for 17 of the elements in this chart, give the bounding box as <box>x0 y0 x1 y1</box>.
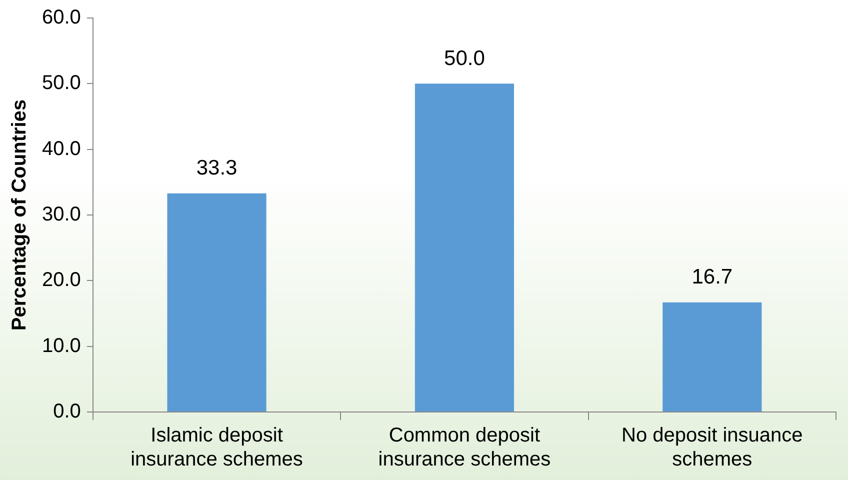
bar <box>414 84 514 412</box>
bar <box>662 302 762 412</box>
x-tick-label: Islamic deposit insurance schemes <box>130 424 303 471</box>
y-tick-label: 30.0 <box>42 204 81 226</box>
data-label: 33.3 <box>196 156 238 180</box>
y-tick-label: 50.0 <box>42 72 81 94</box>
data-label: 50.0 <box>444 46 485 70</box>
y-axis-title: Percentage of Countries <box>8 99 31 331</box>
x-tick-label: Common deposit insurance schemes <box>378 424 551 471</box>
y-tick-label: 40.0 <box>42 138 81 160</box>
y-tick-label: 0.0 <box>53 400 81 423</box>
y-tick-label: 20.0 <box>42 269 81 292</box>
data-label: 16.7 <box>692 266 733 289</box>
y-tick-label: 60.0 <box>42 6 81 29</box>
x-tick-label: No deposit insuance schemes <box>622 424 803 471</box>
y-tick-label: 10.0 <box>42 334 81 357</box>
bar <box>167 193 266 412</box>
